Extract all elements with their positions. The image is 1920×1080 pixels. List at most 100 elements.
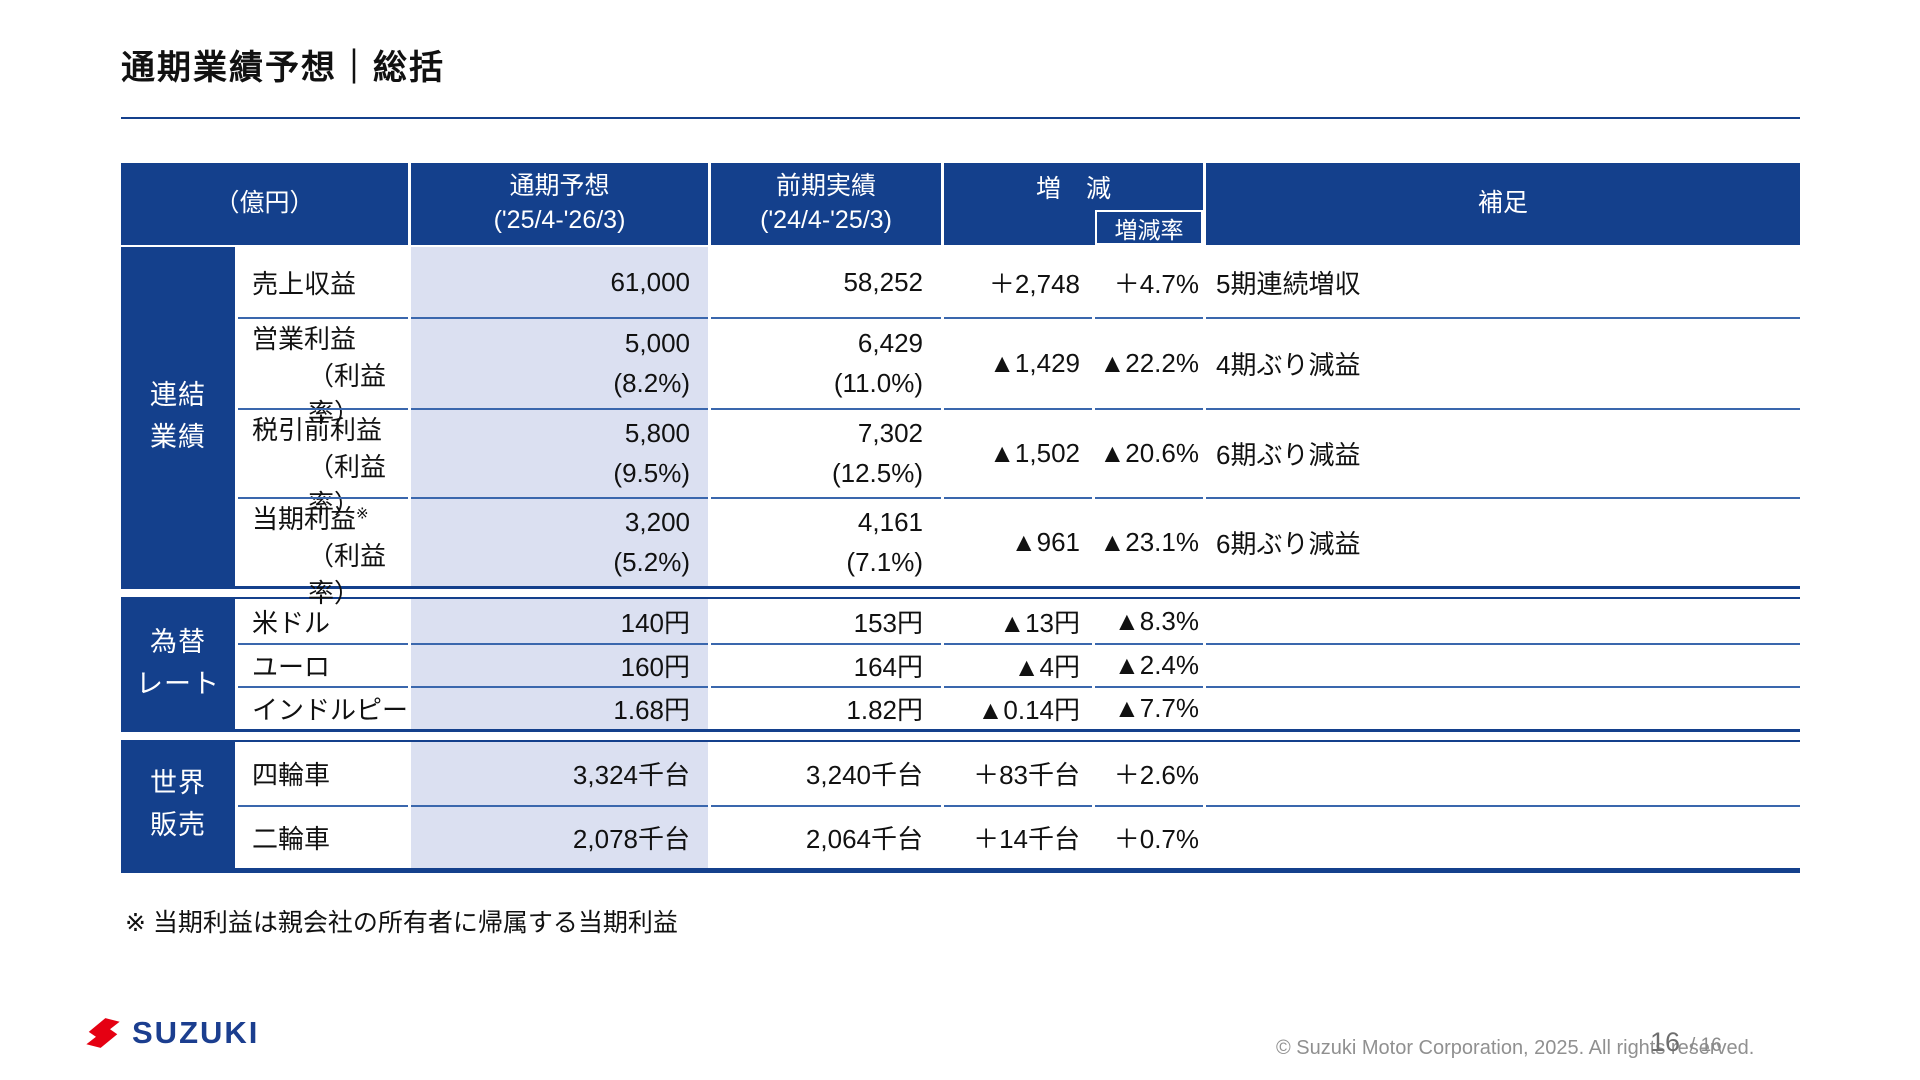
row-label: 米ドル <box>238 599 408 643</box>
previous-ratio: (12.5%) <box>831 457 923 488</box>
group-label-line: 連結 <box>150 379 206 410</box>
header-forecast-line2: ('25/4-'26/3) <box>493 206 626 234</box>
row-label-text: ユーロ <box>252 652 331 682</box>
page-number: 16 / 16 <box>1650 1027 1722 1058</box>
suzuki-logo: SUZUKI <box>84 1014 259 1052</box>
change-rate-value: ▲20.6% <box>1099 438 1199 468</box>
change-value: ▲0.14円 <box>977 695 1080 725</box>
row-label: 税引前利益 （利益率） <box>238 408 408 519</box>
page-number-total: / 16 <box>1690 1035 1722 1056</box>
change-value: ＋2,748 <box>988 268 1080 299</box>
previous-value: 164円 <box>853 652 923 682</box>
change-rate-value: ＋0.7% <box>1113 824 1199 854</box>
change-rate-value: ▲7.7% <box>1114 693 1199 723</box>
group-label-line: 販売 <box>150 810 206 840</box>
change-rate-value: ▲2.4% <box>1114 650 1199 680</box>
row-label-text: 四輪車 <box>252 760 331 790</box>
table-section-0: 連結業績 売上収益 61,000 58,252 ＋2,748 ＋4.7% 5期連続増収営業利… <box>121 247 1800 608</box>
copyright: © Suzuki Motor Corporation, 2025. All ri… <box>1276 1037 1755 1059</box>
forecast-value: 5,000 <box>624 328 690 358</box>
row-label-sub: （利益率） <box>308 541 387 608</box>
change-value: ▲4円 <box>1013 652 1080 682</box>
previous-value: 1.82円 <box>846 695 923 725</box>
cell-change: ▲1,429 <box>944 317 1092 408</box>
cell-forecast: 5,800 (9.5%) <box>411 408 708 497</box>
group-label: 世界 販売 <box>121 742 235 868</box>
previous-ratio: (7.1%) <box>846 546 923 577</box>
change-rate-value: ▲22.2% <box>1099 348 1199 378</box>
suzuki-wordmark: SUZUKI <box>132 1015 260 1050</box>
cell-change: ▲961 <box>944 497 1092 586</box>
page-title: 通期業績予想｜総括 <box>121 49 445 87</box>
cell-change-rate: ▲23.1% <box>1095 497 1203 586</box>
previous-value: 4,161 <box>857 507 923 538</box>
header-change-empty <box>944 210 1095 245</box>
row-label: ユーロ <box>238 643 408 686</box>
header-previous: 前期実績 ('24/4-'25/3) <box>708 163 941 245</box>
cell-previous: 58,252 <box>711 247 941 317</box>
cell-change-rate: ▲8.3% <box>1095 599 1203 643</box>
forecast-value: 61,000 <box>610 266 690 297</box>
title-divider <box>121 117 1800 119</box>
header-change-group: 増 減 増減率 <box>941 163 1203 245</box>
cell-note: 6期ぶり減益 <box>1206 497 1800 586</box>
forecast-ratio: (9.5%) <box>613 457 690 488</box>
row-label: 二輪車 <box>238 805 408 868</box>
previous-ratio: (11.0%) <box>833 368 923 398</box>
header-forecast: 通期予想 ('25/4-'26/3) <box>408 163 708 245</box>
cell-previous: 3,240千台 <box>711 742 941 805</box>
cell-forecast: 3,324千台 <box>411 742 708 805</box>
row-label: 売上収益 <box>238 247 408 317</box>
row-label: 四輪車 <box>238 742 408 805</box>
row-label: インドルピー <box>238 686 408 729</box>
note-text: 6期ぶり減益 <box>1216 440 1361 470</box>
forecast-value: 2,078千台 <box>572 824 690 854</box>
forecast-value: 3,200 <box>624 507 690 538</box>
cell-change: ▲0.14円 <box>944 686 1092 729</box>
previous-value: 3,240千台 <box>805 760 923 790</box>
change-value: ＋14千台 <box>973 824 1080 854</box>
cell-note: 5期連続増収 <box>1206 247 1800 317</box>
change-value: ▲961 <box>1010 527 1080 557</box>
row-label: 当期利益※ （利益率） <box>238 497 408 608</box>
cell-change-rate: ＋4.7% <box>1095 247 1203 317</box>
forecast-value: 140円 <box>620 607 690 638</box>
suzuki-s-mark-icon <box>86 1018 120 1048</box>
previous-value: 58,252 <box>843 266 923 297</box>
change-rate-value: ▲8.3% <box>1114 605 1199 636</box>
page-number-current: 16 <box>1650 1027 1681 1057</box>
group-label-line: 為替 <box>150 627 206 658</box>
cell-note: 6期ぶり減益 <box>1206 408 1800 497</box>
financial-table: （億円） 通期予想 ('25/4-'26/3) 前期実績 ('24/4-'25/… <box>121 163 1800 881</box>
cell-change-rate: ▲7.7% <box>1095 686 1203 729</box>
cell-note: 4期ぶり減益 <box>1206 317 1800 408</box>
previous-value: 6,429 <box>857 328 923 358</box>
previous-value: 2,064千台 <box>805 824 923 854</box>
cell-forecast: 160円 <box>411 643 708 686</box>
cell-forecast: 3,200 (5.2%) <box>411 497 708 586</box>
row-label-text: 当期利益※ <box>252 504 369 534</box>
cell-change-rate: ▲22.2% <box>1095 317 1203 408</box>
change-value: ▲1,429 <box>989 348 1080 378</box>
cell-change: ▲1,502 <box>944 408 1092 497</box>
table-section-1: 為替 レート 米ドル 140円 153円 ▲13円 ▲8.3% ユーロ 160円 164円 ▲4円 ▲… <box>121 597 1800 732</box>
cell-forecast: 140円 <box>411 599 708 643</box>
cell-forecast: 5,000 (8.2%) <box>411 317 708 408</box>
cell-change-rate: ＋2.6% <box>1095 742 1203 805</box>
header-change: 増 減 <box>1035 174 1111 203</box>
row-label: 営業利益 （利益率） <box>238 317 408 428</box>
cell-change-rate: ▲20.6% <box>1095 408 1203 497</box>
cell-change: ▲13円 <box>944 599 1092 643</box>
table-header: （億円） 通期予想 ('25/4-'26/3) 前期実績 ('24/4-'25/… <box>121 163 1800 245</box>
cell-change: ＋2,748 <box>944 247 1092 317</box>
group-label-line: 業績 <box>150 421 206 452</box>
forecast-value: 160円 <box>620 652 690 682</box>
cell-note <box>1206 742 1800 805</box>
cell-forecast: 61,000 <box>411 247 708 317</box>
group-label: 為替 レート <box>121 599 235 729</box>
row-label-text: 二輪車 <box>252 824 331 854</box>
header-change-subrow: 増減率 <box>944 210 1203 245</box>
group-label-line: レート <box>136 669 220 699</box>
cell-note <box>1206 686 1800 729</box>
